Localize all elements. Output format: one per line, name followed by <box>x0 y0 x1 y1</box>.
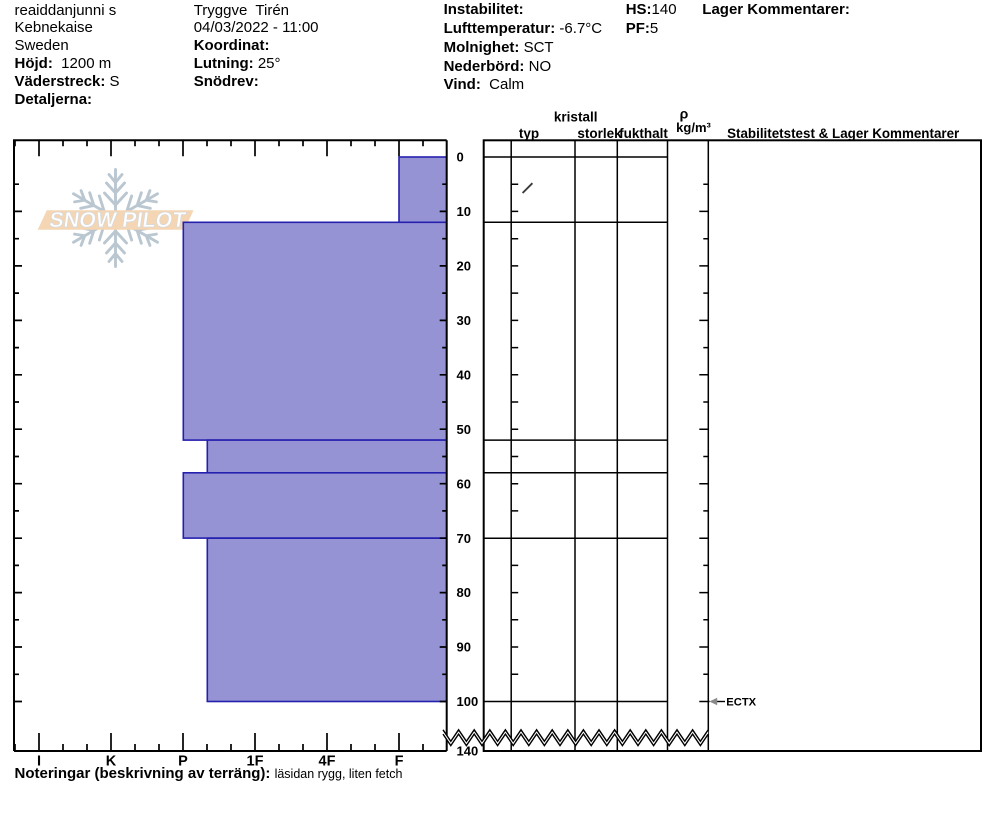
svg-text:P: P <box>178 754 188 770</box>
svg-text:I: I <box>37 754 41 770</box>
svg-text:50: 50 <box>457 422 471 437</box>
svg-text:140: 140 <box>457 744 479 759</box>
svg-text:60: 60 <box>457 476 471 491</box>
svg-text:storlek: storlek <box>577 126 622 141</box>
svg-text:40: 40 <box>457 367 471 382</box>
svg-text:kristall: kristall <box>554 109 598 124</box>
svg-text:4F: 4F <box>319 754 336 770</box>
svg-text:20: 20 <box>457 259 471 274</box>
svg-text:70: 70 <box>457 531 471 546</box>
svg-text:100: 100 <box>457 694 479 709</box>
svg-text:Stabilitetstest & Lager Kommen: Stabilitetstest & Lager Kommentarer <box>727 126 960 141</box>
svg-text:80: 80 <box>457 585 471 600</box>
svg-text:90: 90 <box>457 640 471 655</box>
svg-text:0: 0 <box>457 150 464 165</box>
svg-text:30: 30 <box>457 313 471 328</box>
svg-text:typ: typ <box>519 126 539 141</box>
svg-text:ECTX: ECTX <box>726 697 756 709</box>
svg-text:kg/m³: kg/m³ <box>676 120 711 135</box>
svg-text:1F: 1F <box>247 754 264 770</box>
svg-text:SNOW PILOT: SNOW PILOT <box>48 207 188 232</box>
svg-text:10: 10 <box>457 204 471 219</box>
svg-text:F: F <box>395 754 404 770</box>
svg-text:fukthalt: fukthalt <box>619 126 668 141</box>
svg-text:K: K <box>106 754 117 770</box>
svg-text:ρ: ρ <box>680 106 689 122</box>
